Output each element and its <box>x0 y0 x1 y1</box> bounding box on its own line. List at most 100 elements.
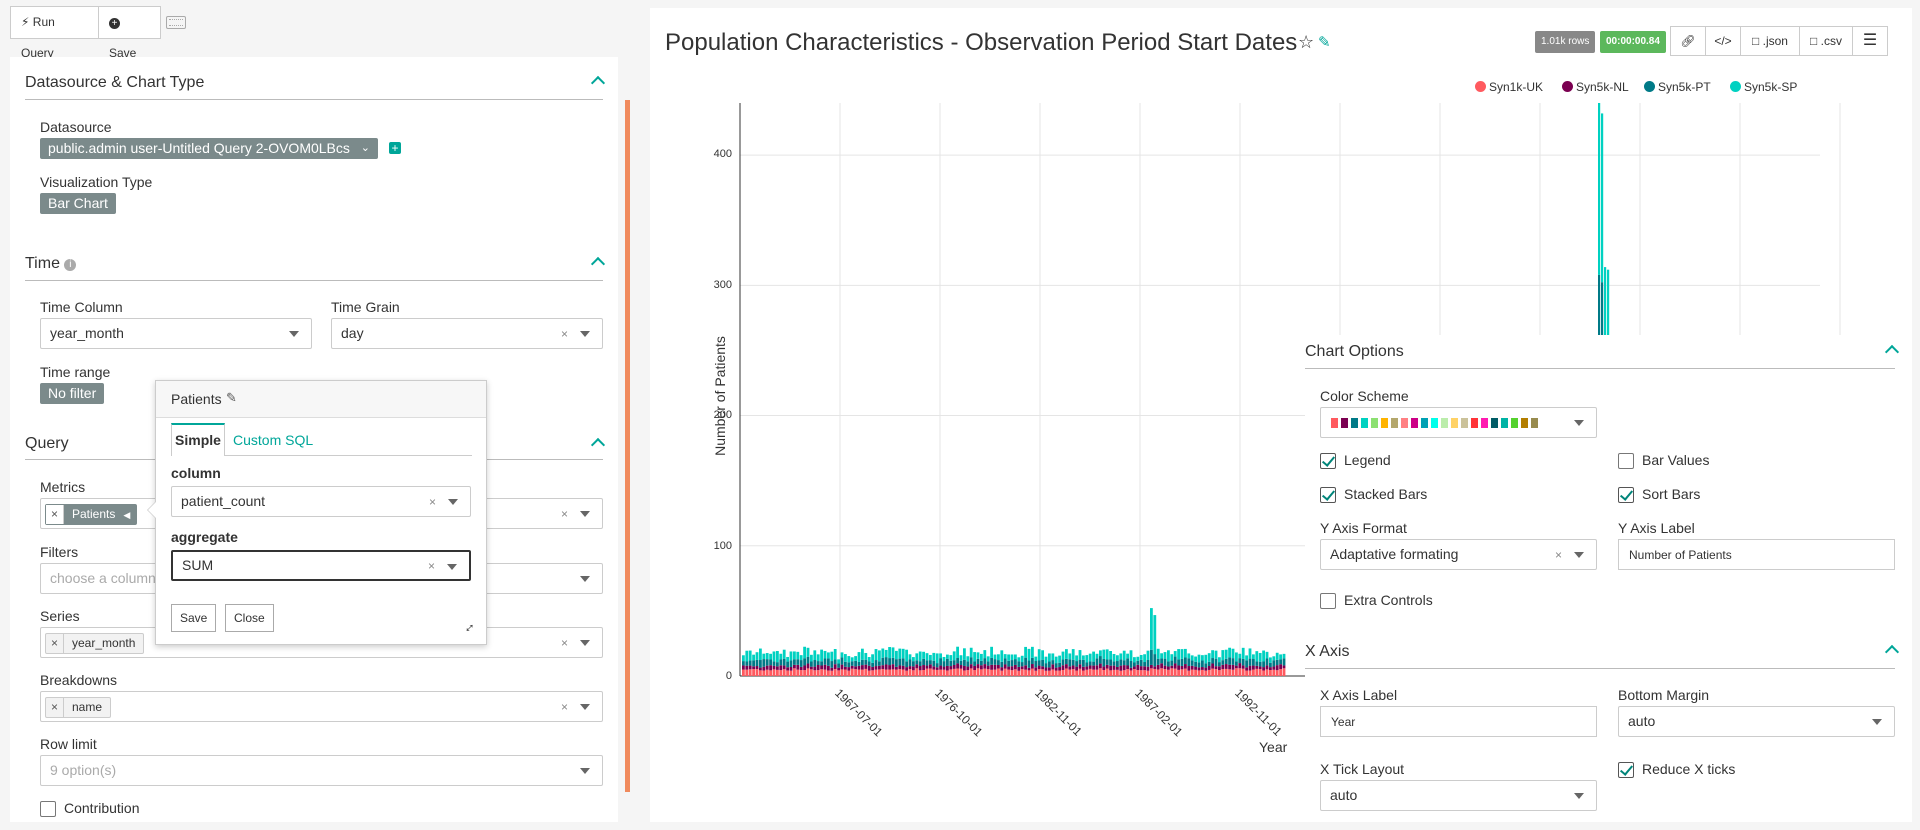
aggregate-select[interactable]: SUM × <box>171 550 471 581</box>
tab-simple[interactable]: Simple <box>171 423 225 456</box>
bar-segment <box>901 665 905 670</box>
column-select[interactable]: patient_count × <box>171 486 471 517</box>
keyboard-icon[interactable] <box>166 16 186 29</box>
bar-segment <box>1163 669 1167 676</box>
clear-icon[interactable]: × <box>560 700 568 714</box>
pencil-icon[interactable]: ✎ <box>226 390 237 405</box>
bar-segment <box>1187 653 1191 659</box>
x-tick-layout-select[interactable]: auto <box>1320 780 1597 811</box>
popover-close-button[interactable]: Close <box>225 604 274 632</box>
embed-button[interactable]: </> <box>1705 26 1741 56</box>
bar-segment <box>1092 651 1095 662</box>
chevron-up-icon[interactable] <box>1884 344 1900 360</box>
contribution-checkbox[interactable] <box>40 801 56 817</box>
legend-item-uk[interactable]: Syn1k-UK <box>1489 80 1544 94</box>
legend-checkbox[interactable] <box>1320 453 1336 469</box>
y-axis-label-input[interactable] <box>1618 539 1895 570</box>
metrics-label: Metrics <box>40 479 86 495</box>
clear-icon[interactable]: × <box>1554 548 1562 562</box>
chevron-up-icon[interactable] <box>1884 644 1900 660</box>
clear-icon[interactable]: × <box>560 327 568 341</box>
run-query-button[interactable]: ⚡︎ Run Query <box>10 6 99 60</box>
y-axis-format-select[interactable]: Adaptative formating × <box>1320 539 1597 570</box>
bar-segment <box>935 667 939 670</box>
chevron-up-icon[interactable] <box>590 75 606 91</box>
star-icon[interactable]: ☆ <box>1298 32 1315 52</box>
bar-segment <box>973 661 976 666</box>
legend-dot-pt[interactable] <box>1644 81 1655 92</box>
bar-segment <box>1122 670 1126 676</box>
bar-segment <box>742 661 745 666</box>
bar-segment <box>1156 648 1160 659</box>
save-button[interactable]: + Save <box>98 6 161 60</box>
series-chip[interactable]: × year_month <box>45 633 145 654</box>
breakdown-chip[interactable]: × name <box>45 697 112 718</box>
bar-segment <box>895 669 898 676</box>
json-button[interactable]: □ .json <box>1740 26 1800 56</box>
metric-chip[interactable]: × Patients ◀ <box>45 504 138 525</box>
row-limit-select[interactable]: 9 option(s) <box>40 755 603 786</box>
reduce-x-ticks-label: Reduce X ticks <box>1642 761 1736 777</box>
legend-item-sp[interactable]: Syn5k-SP <box>1744 80 1798 94</box>
bar-segment <box>1092 669 1095 676</box>
bar-segment <box>925 660 929 666</box>
time-range-select[interactable]: No filter <box>40 383 105 404</box>
bar-segment <box>1014 659 1017 665</box>
extra-controls-checkbox[interactable] <box>1320 593 1336 609</box>
menu-button[interactable]: ☰ <box>1852 26 1888 56</box>
color-scheme-select[interactable] <box>1320 407 1597 438</box>
remove-chip-icon[interactable]: × <box>46 634 64 653</box>
bar-segment <box>1112 669 1116 676</box>
legend-item-pt[interactable]: Syn5k-PT <box>1658 80 1711 94</box>
bar-segment <box>864 652 868 660</box>
clear-icon[interactable]: × <box>560 636 568 650</box>
x-axis-section-title: X Axis <box>1305 643 1350 660</box>
bar-values-checkbox[interactable] <box>1618 453 1634 469</box>
time-grain-select[interactable]: day × <box>331 318 603 349</box>
popover-title[interactable]: Patients <box>171 391 222 407</box>
bar-segment <box>1201 667 1204 670</box>
reduce-x-ticks-checkbox[interactable] <box>1618 762 1634 778</box>
resize-icon[interactable]: ↕ <box>462 618 479 636</box>
bar-segment <box>969 668 973 676</box>
bar-segment <box>891 664 895 670</box>
chevron-up-icon[interactable] <box>590 437 606 453</box>
add-datasource-icon[interactable]: + <box>389 142 401 154</box>
legend-dot-nl[interactable] <box>1562 81 1573 92</box>
bar-segment <box>983 668 987 676</box>
bar-segment <box>1075 655 1078 662</box>
edit-icon[interactable]: ✎ <box>1318 34 1331 51</box>
clear-icon[interactable]: × <box>427 559 435 573</box>
legend-dot-uk[interactable] <box>1475 81 1486 92</box>
bar-segment <box>837 667 840 671</box>
datasource-select[interactable]: public.admin user-Untitled Query 2-OVOM0… <box>40 138 378 159</box>
time-column-select[interactable]: year_month <box>40 318 312 349</box>
bar-segment <box>969 657 973 665</box>
bottom-margin-select[interactable]: auto <box>1618 706 1895 737</box>
bar-segment <box>765 659 769 666</box>
popover-save-button[interactable]: Save <box>171 604 217 632</box>
breakdowns-select[interactable]: × name × <box>40 691 603 722</box>
tab-custom-sql[interactable]: Custom SQL <box>233 432 314 448</box>
bar-segment <box>1190 669 1194 676</box>
legend-item-nl[interactable]: Syn5k-NL <box>1576 80 1629 94</box>
legend-dot-sp[interactable] <box>1730 81 1741 92</box>
bar-segment <box>1197 662 1201 668</box>
bar-segment <box>816 661 820 666</box>
bar-segment <box>833 649 837 660</box>
viz-type-select[interactable]: Bar Chart <box>40 193 116 214</box>
link-button[interactable]: 🔗︎ <box>1670 26 1706 56</box>
clear-icon[interactable]: × <box>560 507 568 521</box>
bar-segment <box>1139 659 1143 667</box>
clear-icon[interactable]: × <box>428 495 436 509</box>
sort-bars-checkbox[interactable] <box>1618 487 1634 503</box>
remove-chip-icon[interactable]: × <box>46 698 64 717</box>
stacked-bars-checkbox[interactable] <box>1320 487 1336 503</box>
bar-segment <box>1218 670 1221 676</box>
chevron-up-icon[interactable] <box>590 256 606 272</box>
bar-segment <box>1017 670 1021 676</box>
bar-segment <box>1224 664 1228 669</box>
x-axis-label-input[interactable] <box>1320 706 1597 737</box>
bar-segment <box>1218 657 1221 663</box>
remove-chip-icon[interactable]: × <box>46 505 64 524</box>
